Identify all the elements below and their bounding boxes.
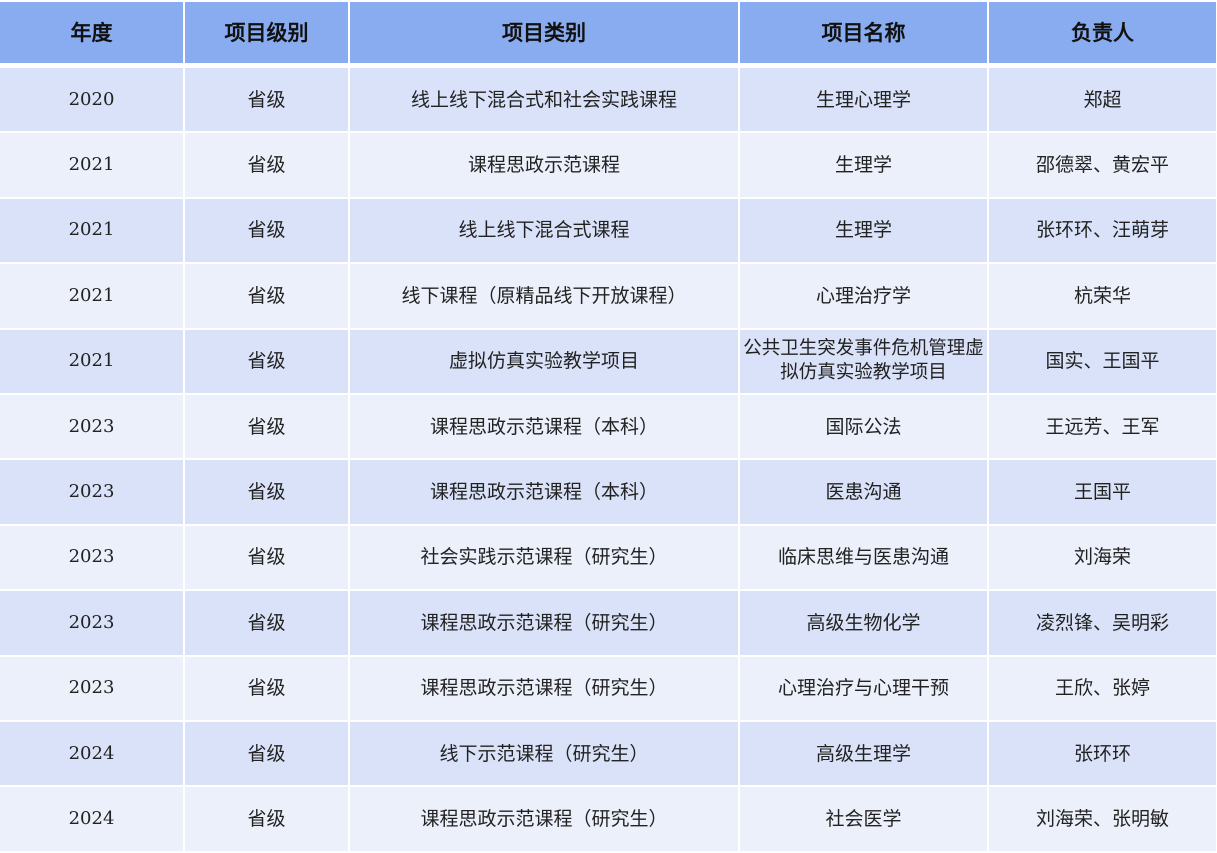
cell-leader: 凌烈锋、吴明彩 <box>989 591 1216 655</box>
table-row: 2023 省级 课程思政示范课程（本科） 国际公法 王远芳、王军 <box>0 394 1217 459</box>
table-header: 年度 项目级别 项目类别 项目名称 负责人 <box>0 2 1217 63</box>
cell-level: 省级 <box>185 264 348 328</box>
cell-level: 省级 <box>185 591 348 655</box>
cell-level: 省级 <box>185 525 348 590</box>
table-row: 2021 省级 线下课程（原精品线下开放课程） 心理治疗学 杭荣华 <box>0 264 1217 328</box>
cell-category: 线上线下混合式课程 <box>350 198 738 263</box>
cell-project-name: 心理治疗与心理干预 <box>740 656 987 720</box>
table-row: 2024 省级 课程思政示范课程（研究生） 社会医学 刘海荣、张明敏 <box>0 787 1217 851</box>
cell-leader: 国实、王国平 <box>989 329 1216 393</box>
header-category: 项目类别 <box>350 2 738 63</box>
cell-category: 课程思政示范课程 <box>350 133 738 197</box>
cell-year: 2023 <box>0 656 183 720</box>
cell-year: 2021 <box>0 264 183 328</box>
cell-level: 省级 <box>185 721 348 786</box>
cell-category: 课程思政示范课程（研究生） <box>350 656 738 720</box>
cell-leader: 王欣、张婷 <box>989 656 1216 720</box>
cell-level: 省级 <box>185 133 348 197</box>
cell-level: 省级 <box>185 198 348 263</box>
cell-year: 2023 <box>0 394 183 459</box>
cell-year: 2023 <box>0 460 183 524</box>
table-row: 2021 省级 课程思政示范课程 生理学 邵德翠、黄宏平 <box>0 133 1217 197</box>
cell-level: 省级 <box>185 394 348 459</box>
table-row: 2023 省级 课程思政示范课程（研究生） 高级生物化学 凌烈锋、吴明彩 <box>0 591 1217 655</box>
header-leader: 负责人 <box>989 2 1216 63</box>
cell-level: 省级 <box>185 460 348 524</box>
cell-year: 2024 <box>0 721 183 786</box>
cell-project-name: 高级生物化学 <box>740 591 987 655</box>
cell-project-name: 生理学 <box>740 133 987 197</box>
cell-year: 2023 <box>0 591 183 655</box>
cell-category: 课程思政示范课程（研究生） <box>350 787 738 851</box>
cell-category: 课程思政示范课程（本科） <box>350 460 738 524</box>
cell-category: 线下示范课程（研究生） <box>350 721 738 786</box>
cell-project-name: 生理学 <box>740 198 987 263</box>
cell-leader: 王远芳、王军 <box>989 394 1216 459</box>
cell-year: 2021 <box>0 198 183 263</box>
cell-project-name: 社会医学 <box>740 787 987 851</box>
header-year: 年度 <box>0 2 183 63</box>
cell-category: 线下课程（原精品线下开放课程） <box>350 264 738 328</box>
cell-leader: 张环环 <box>989 721 1216 786</box>
cell-leader: 王国平 <box>989 460 1216 524</box>
cell-project-name: 临床思维与医患沟通 <box>740 525 987 590</box>
cell-year: 2020 <box>0 68 183 132</box>
table-row: 2024 省级 线下示范课程（研究生） 高级生理学 张环环 <box>0 721 1217 786</box>
table-row: 2023 省级 社会实践示范课程（研究生） 临床思维与医患沟通 刘海荣 <box>0 525 1217 590</box>
cell-level: 省级 <box>185 329 348 393</box>
cell-leader: 郑超 <box>989 68 1216 132</box>
table-row: 2020 省级 线上线下混合式和社会实践课程 生理心理学 郑超 <box>0 68 1217 132</box>
cell-leader: 张环环、汪萌芽 <box>989 198 1216 263</box>
header-name: 项目名称 <box>740 2 987 63</box>
cell-category: 社会实践示范课程（研究生） <box>350 525 738 590</box>
cell-year: 2021 <box>0 329 183 393</box>
cell-category: 课程思政示范课程（研究生） <box>350 591 738 655</box>
cell-category: 虚拟仿真实验教学项目 <box>350 329 738 393</box>
table-body: 2020 省级 线上线下混合式和社会实践课程 生理心理学 郑超 2021 省级 课程思政示范课… <box>0 68 1217 851</box>
cell-project-name: 医患沟通 <box>740 460 987 524</box>
cell-year: 2024 <box>0 787 183 851</box>
cell-leader: 刘海荣、张明敏 <box>989 787 1216 851</box>
table-row: 2023 省级 课程思政示范课程（本科） 医患沟通 王国平 <box>0 460 1217 524</box>
cell-level: 省级 <box>185 656 348 720</box>
cell-leader: 杭荣华 <box>989 264 1216 328</box>
cell-level: 省级 <box>185 68 348 132</box>
cell-leader: 邵德翠、黄宏平 <box>989 133 1216 197</box>
cell-category: 课程思政示范课程（本科） <box>350 394 738 459</box>
cell-leader: 刘海荣 <box>989 525 1216 590</box>
table-row: 2021 省级 线上线下混合式课程 生理学 张环环、汪萌芽 <box>0 198 1217 263</box>
cell-level: 省级 <box>185 787 348 851</box>
table-row: 2023 省级 课程思政示范课程（研究生） 心理治疗与心理干预 王欣、张婷 <box>0 656 1217 720</box>
cell-project-name: 高级生理学 <box>740 721 987 786</box>
table-row: 2021 省级 虚拟仿真实验教学项目 公共卫生突发事件危机管理虚拟仿真实验教学项目 国实… <box>0 329 1217 393</box>
cell-project-name: 心理治疗学 <box>740 264 987 328</box>
cell-year: 2021 <box>0 133 183 197</box>
header-level: 项目级别 <box>185 2 348 63</box>
cell-project-name: 国际公法 <box>740 394 987 459</box>
cell-project-name: 生理心理学 <box>740 68 987 132</box>
cell-year: 2023 <box>0 525 183 590</box>
cell-category: 线上线下混合式和社会实践课程 <box>350 68 738 132</box>
cell-project-name: 公共卫生突发事件危机管理虚拟仿真实验教学项目 <box>740 329 987 393</box>
